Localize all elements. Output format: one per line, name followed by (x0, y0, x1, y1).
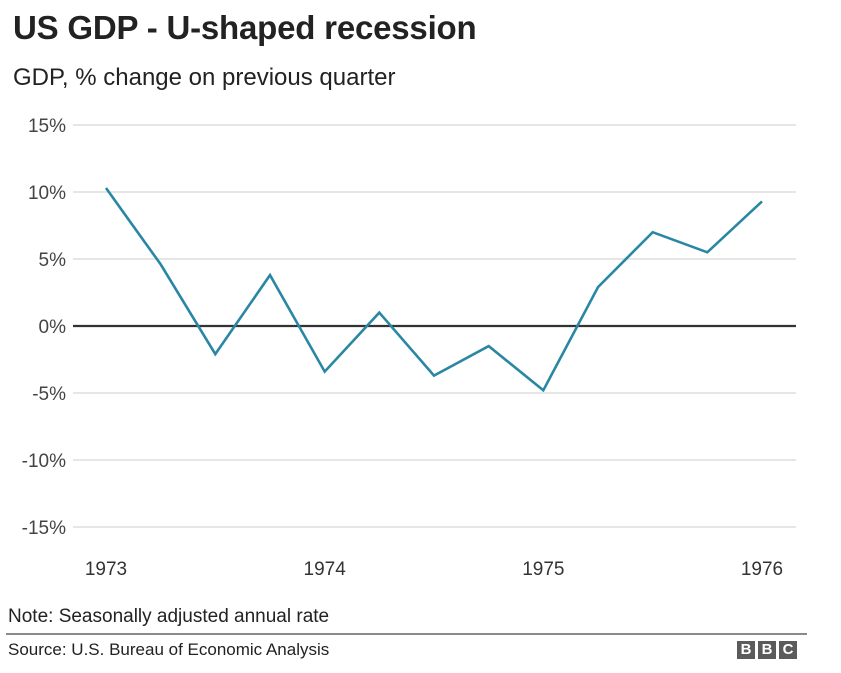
source-credit: Source: U.S. Bureau of Economic Analysis (8, 640, 330, 659)
chart-subtitle: GDP, % change on previous quarter (13, 64, 396, 91)
bbc-logo-letter: B (737, 641, 755, 659)
y-tick-label: -10% (22, 451, 66, 472)
bbc-logo-letter: C (779, 641, 797, 659)
gridlines (73, 124, 796, 528)
y-tick-label: -15% (22, 518, 66, 539)
y-tick-label: 5% (39, 250, 67, 271)
x-tick-label: 1975 (522, 559, 564, 580)
bbc-logo: B B C (737, 641, 797, 659)
data-series (104, 187, 763, 393)
x-tick-label: 1974 (304, 559, 347, 580)
series-line (104, 187, 763, 393)
footer-divider (6, 633, 807, 635)
y-tick-label: 15% (28, 116, 66, 137)
line-chart: 15% 10% 5% 0% -5% -10% -15% 1973 1974 1975 1976 (22, 116, 796, 580)
x-axis-ticks: 1973 1974 1975 1976 (85, 559, 783, 580)
y-tick-label: -5% (32, 384, 66, 405)
bbc-logo-letter: B (758, 641, 776, 659)
y-axis-ticks: 15% 10% 5% 0% -5% -10% -15% (22, 116, 66, 539)
x-tick-label: 1973 (85, 559, 127, 580)
y-tick-label: 0% (39, 317, 67, 338)
y-tick-label: 10% (28, 183, 66, 204)
chart-title: US GDP - U-shaped recession (13, 9, 477, 46)
chart-note: Note: Seasonally adjusted annual rate (8, 606, 330, 627)
x-tick-label: 1976 (741, 559, 783, 580)
